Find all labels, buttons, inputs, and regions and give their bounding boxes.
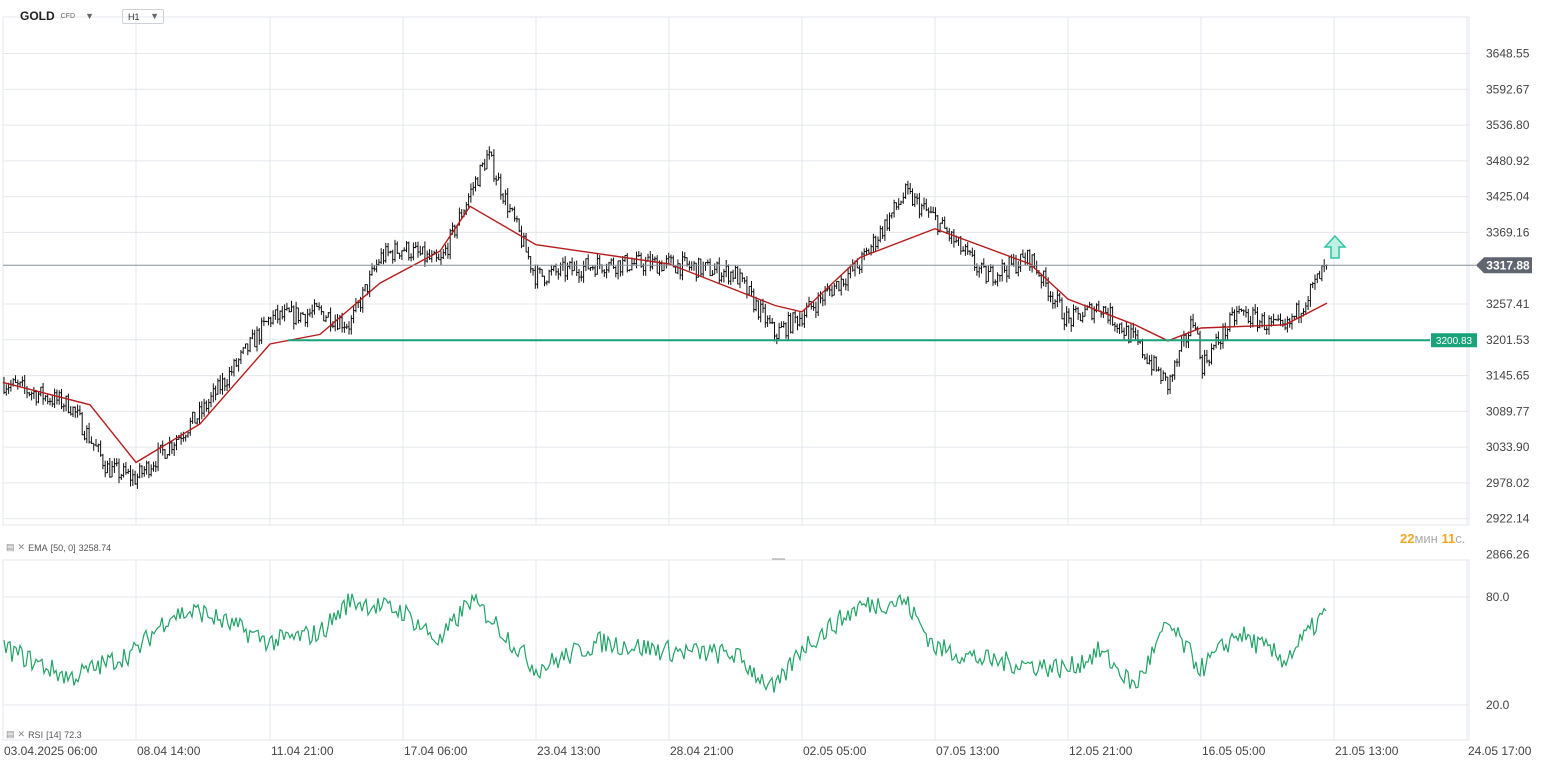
timer-min-unit: мин	[1414, 531, 1438, 546]
timer-minutes: 22	[1400, 531, 1415, 546]
ema-indicator-label: ▤ ✕ EMA [50, 0] 3258.74	[6, 542, 111, 553]
rsi-line	[3, 592, 1327, 693]
support-badge	[1431, 333, 1477, 348]
rsi-group	[3, 592, 1327, 693]
price-tick-label: 3033.90	[1486, 440, 1530, 454]
close-icon[interactable]: ✕	[17, 542, 26, 552]
price-tick-label: 3425.04	[1486, 190, 1530, 204]
rsi-tick-label: 80.0	[1486, 590, 1510, 604]
timer-sec-unit: с.	[1455, 531, 1466, 546]
ema-name: EMA	[28, 542, 48, 553]
time-tick-label: 17.04 06:00	[404, 744, 468, 758]
ema-value: 3258.74	[78, 542, 112, 553]
price-tick-label: 3257.41	[1486, 297, 1530, 311]
price-tick-label: 3369.16	[1486, 225, 1530, 239]
time-tick-label: 11.04 21:00	[271, 744, 334, 758]
timer-seconds: 11	[1441, 531, 1456, 546]
price-panel	[2, 16, 1470, 526]
symbol-name: GOLD	[20, 9, 55, 23]
current-price-label: 3317.88	[1486, 258, 1530, 272]
rsi-name: RSI	[28, 729, 44, 740]
rsi-indicator-label: ▤ ✕ RSI [14] 72.3	[6, 729, 82, 740]
price-tick-label: 3592.67	[1486, 82, 1530, 96]
close-icon[interactable]: ✕	[17, 729, 26, 739]
time-tick-label: 12.05 21:00	[1069, 744, 1133, 758]
bars-icon[interactable]: ▤	[6, 542, 15, 552]
price-tick-label: 2978.02	[1486, 476, 1530, 490]
symbol-selector[interactable]: GOLD CFD ▼	[20, 9, 94, 23]
ema-line	[2, 205, 1328, 464]
time-tick-label: 02.05 05:00	[803, 744, 867, 758]
price-tick-label: 3145.65	[1486, 369, 1530, 383]
time-tick-label: 07.05 13:00	[936, 744, 1000, 758]
symbol-type: CFD	[60, 12, 76, 20]
price-tick-label: 2866.26	[1486, 548, 1530, 562]
bars-icon[interactable]: ▤	[6, 729, 15, 739]
price-tick-label: 2922.14	[1486, 512, 1530, 526]
up-arrow-icon	[1323, 234, 1347, 259]
price-tick-label: 3648.55	[1486, 47, 1530, 61]
candles-group	[2, 146, 1328, 489]
rsi-params: [14]	[46, 729, 62, 740]
time-tick-label: 08.04 14:00	[137, 744, 201, 758]
ema-params: [50, 0]	[50, 542, 76, 553]
rsi-tick-label: 20.0	[1486, 698, 1510, 712]
candle-timer: 22мин 11с.	[1400, 531, 1465, 546]
chevron-down-icon: ▼	[85, 11, 94, 21]
time-tick-label: 21.05 13:00	[1335, 744, 1399, 758]
current-price-badge	[1476, 257, 1532, 274]
price-tick-label: 3201.53	[1486, 333, 1530, 347]
timeframe-selector[interactable]: H1 ▼	[122, 9, 164, 24]
time-tick-label: 28.04 21:00	[670, 744, 734, 758]
rsi-value: 72.3	[64, 729, 82, 740]
price-tick-label: 3089.77	[1486, 404, 1530, 418]
timeframe-label: H1	[128, 11, 140, 22]
time-tick-label: 23.04 13:00	[537, 744, 601, 758]
price-tick-label: 3480.92	[1486, 154, 1530, 168]
support-badge-label: 3200.83	[1436, 336, 1473, 347]
time-tick-label: 03.04.2025 06:00	[4, 744, 98, 758]
time-tick-label: 24.05 17:00	[1468, 744, 1532, 758]
price-tick-label: 3536.80	[1486, 118, 1530, 132]
time-tick-label: 16.05 05:00	[1202, 744, 1266, 758]
chevron-down-icon: ▼	[150, 11, 159, 21]
